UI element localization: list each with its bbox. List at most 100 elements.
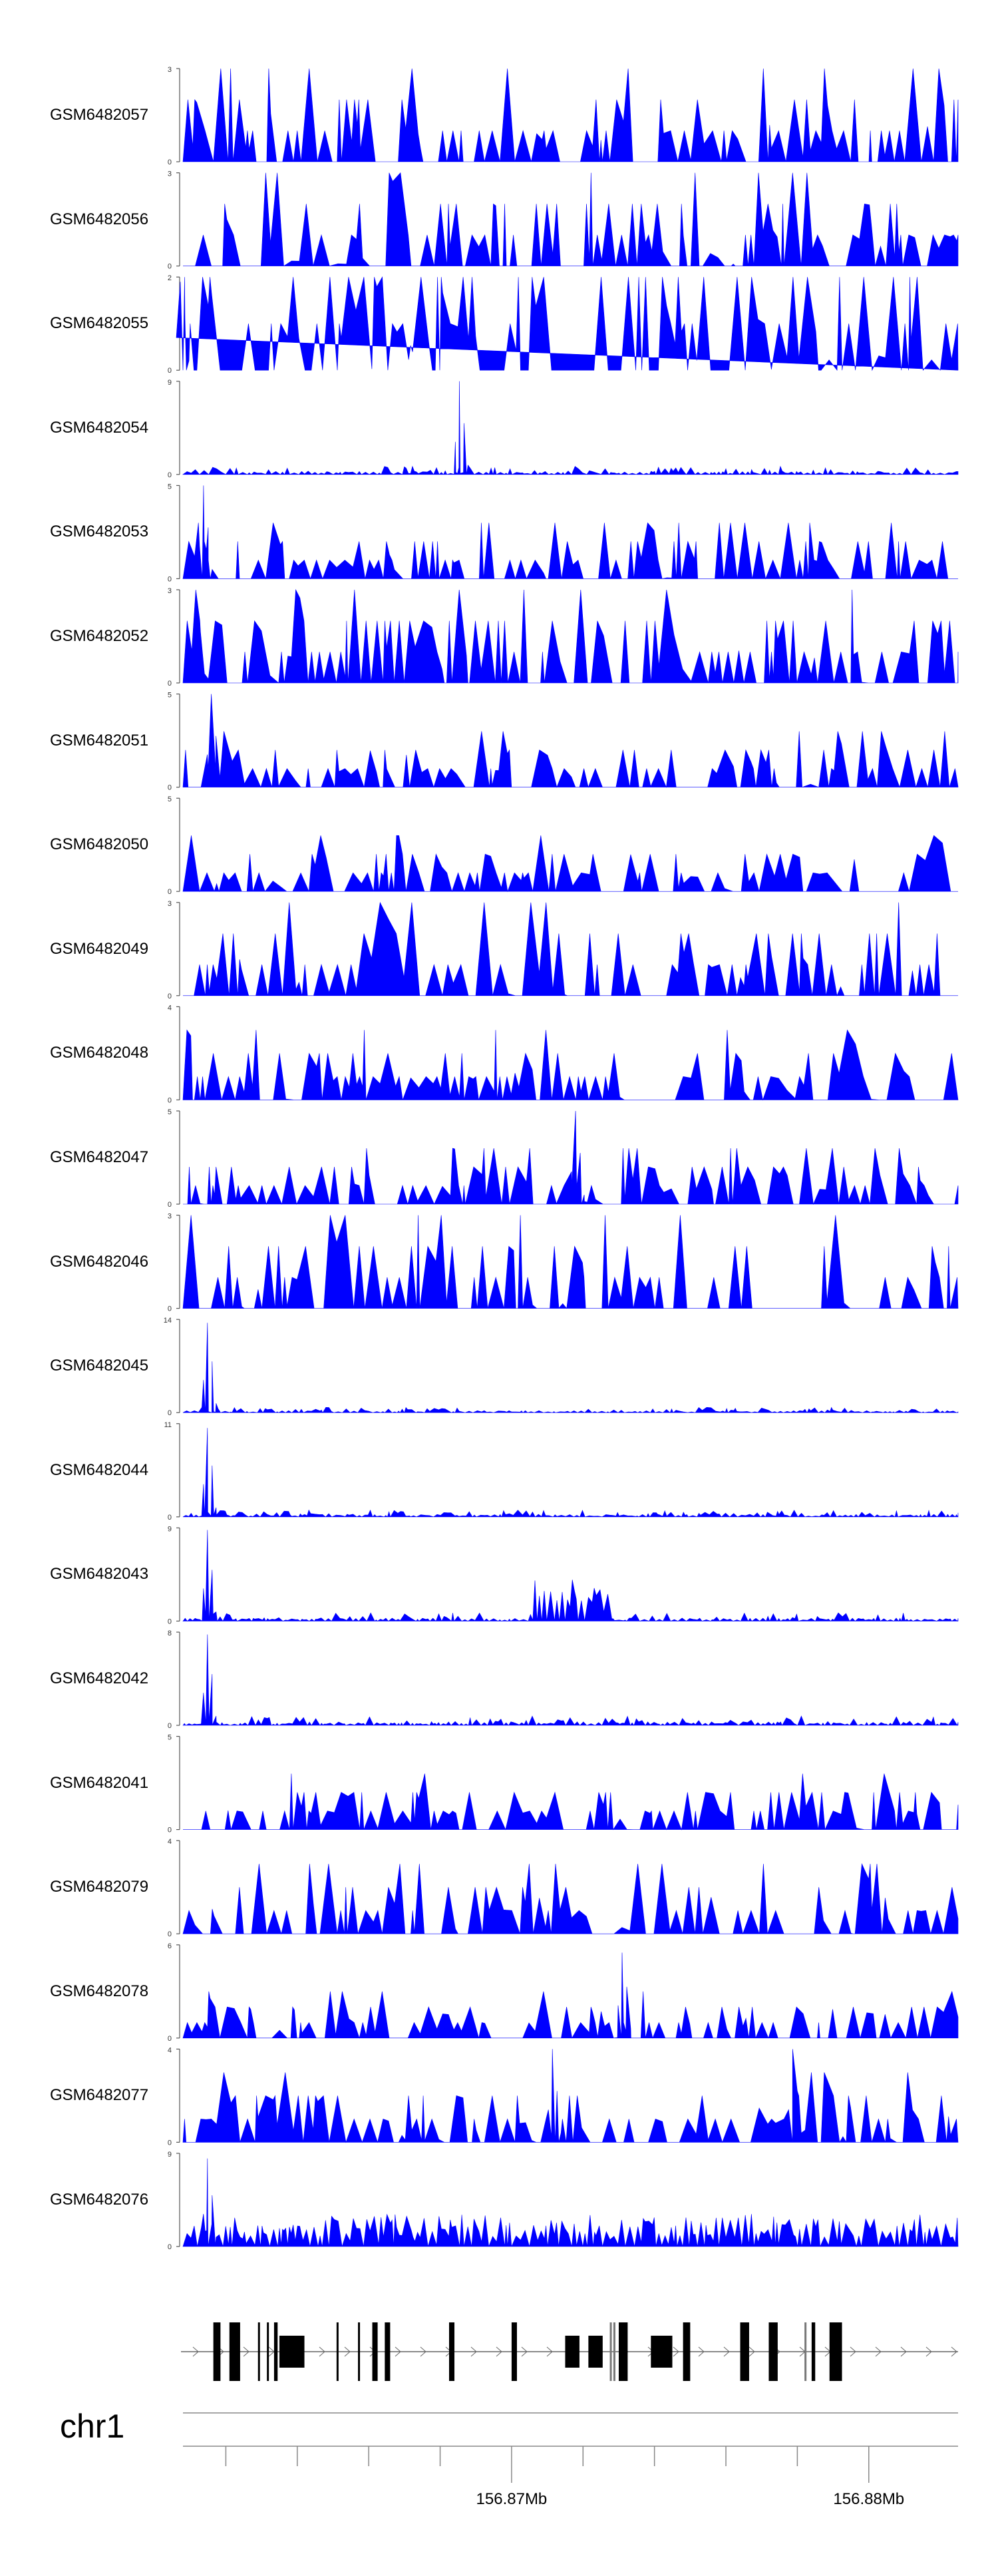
y-tick-label-max: 9 <box>168 1525 172 1533</box>
strand-arrow <box>546 2346 553 2357</box>
track-label-GSM6482079: GSM6482079 <box>50 1878 149 1896</box>
exon-7 <box>358 2322 361 2381</box>
coverage-area-GSM6482045 <box>182 1323 959 1413</box>
exon-15 <box>651 2336 673 2368</box>
y-tick-label-max: 3 <box>168 170 172 178</box>
strand-arrow <box>395 2346 401 2357</box>
coverage-area-GSM6482051 <box>182 694 959 788</box>
track-label-GSM6482041: GSM6482041 <box>50 1773 149 1792</box>
track-GSM6482047: 50 <box>168 1108 959 1209</box>
strand-arrow <box>344 2346 351 2357</box>
strand-arrow <box>673 2346 679 2357</box>
exon-3 <box>267 2322 269 2381</box>
coverage-area-GSM6482049 <box>183 901 958 996</box>
coverage-area-GSM6482057 <box>182 68 959 162</box>
y-tick-label-max: 3 <box>168 66 172 74</box>
track-GSM6482051: 50 <box>168 692 959 792</box>
exon-8 <box>372 2322 378 2381</box>
x-tick-label-0: 156.87Mb <box>476 2490 548 2508</box>
exon-19 <box>811 2322 816 2381</box>
track-GSM6482079: 40 <box>168 1838 959 1938</box>
track-label-GSM6482047: GSM6482047 <box>50 1148 149 1166</box>
track-label-GSM6482042: GSM6482042 <box>50 1669 149 1687</box>
track-GSM6482046: 30 <box>168 1213 959 1313</box>
y-tick-label-max: 8 <box>168 1629 172 1637</box>
chromosome-label: chr1 <box>60 2408 125 2445</box>
track-GSM6482041: 50 <box>168 1734 959 1834</box>
strand-arrow <box>243 2346 250 2357</box>
exon-2 <box>257 2322 260 2381</box>
y-tick-label-zero: 0 <box>168 2035 172 2043</box>
y-tick-label-max: 4 <box>168 1838 172 1846</box>
strand-arrow <box>521 2346 528 2357</box>
y-tick-label-max: 11 <box>164 1421 172 1429</box>
y-tick-label-zero: 0 <box>168 1305 172 1313</box>
coverage-area-GSM6482079 <box>182 1863 959 1935</box>
y-tick-label-zero: 0 <box>168 784 172 792</box>
y-tick-label-max: 3 <box>168 900 172 908</box>
y-tick-label-zero: 0 <box>168 1617 172 1625</box>
track-GSM6482044: 11 0 <box>164 1421 959 1522</box>
track-label-GSM6482057: GSM6482057 <box>50 106 149 124</box>
exon-20 <box>829 2322 842 2381</box>
track-label-GSM6482051: GSM6482051 <box>50 731 149 750</box>
y-tick-label-max: 14 <box>164 1317 172 1325</box>
genome-axis <box>183 2412 958 2483</box>
exon-14 <box>618 2322 628 2381</box>
y-tick-label-zero: 0 <box>168 1930 172 1938</box>
track-label-GSM6482043: GSM6482043 <box>50 1565 149 1584</box>
y-tick-label-max: 2 <box>168 274 172 282</box>
y-tick-label-zero: 0 <box>168 158 172 166</box>
coverage-area-GSM6482041 <box>183 1773 959 1830</box>
track-GSM6482048: 40 <box>168 1004 959 1104</box>
track-GSM6482043: 90 <box>168 1525 959 1625</box>
track-GSM6482045: 14 0 <box>164 1317 959 1417</box>
track-label-GSM6482045: GSM6482045 <box>50 1357 149 1375</box>
track-label-GSM6482077: GSM6482077 <box>50 2086 149 2105</box>
strand-arrow <box>319 2346 325 2357</box>
coverage-area-GSM6482047 <box>183 1110 959 1205</box>
y-tick-label-zero: 0 <box>168 1201 172 1209</box>
y-tick-label-max: 3 <box>168 1213 172 1221</box>
track-GSM6482053: 50 <box>168 483 958 583</box>
exon-marker-2 <box>804 2322 807 2381</box>
exon-6 <box>336 2322 339 2381</box>
coverage-area-GSM6482042 <box>182 1634 959 1726</box>
exon-11 <box>511 2322 517 2381</box>
track-GSM6482076: 90 <box>168 2151 959 2251</box>
y-tick-label-zero: 0 <box>168 471 172 479</box>
coverage-area-GSM6482077 <box>182 2049 959 2143</box>
y-tick-label-zero: 0 <box>168 367 172 375</box>
track-label-GSM6482053: GSM6482053 <box>50 523 149 541</box>
y-tick-label-zero: 0 <box>168 1096 172 1104</box>
exon-18 <box>768 2322 778 2381</box>
track-GSM6482056: 30 <box>168 170 959 271</box>
y-tick-label-zero: 0 <box>168 1826 172 1834</box>
y-tick-label-zero: 0 <box>168 1514 172 1522</box>
exon-9 <box>385 2322 391 2381</box>
exon-16 <box>683 2322 691 2381</box>
track-GSM6482078: 60 <box>168 1942 959 2043</box>
strand-arrow <box>698 2346 705 2357</box>
strand-arrow <box>900 2346 907 2357</box>
y-tick-label-max: 5 <box>168 692 172 700</box>
track-label-GSM6482078: GSM6482078 <box>50 1982 149 2000</box>
y-tick-label-max: 6 <box>168 1942 172 1950</box>
exon-12 <box>565 2336 580 2368</box>
track-label-GSM6482055: GSM6482055 <box>50 314 149 333</box>
gene-model-track <box>181 2322 958 2381</box>
coverage-area-GSM6482048 <box>182 1029 959 1101</box>
track-label-GSM6482054: GSM6482054 <box>50 418 149 437</box>
track-label-GSM6482049: GSM6482049 <box>50 939 149 958</box>
y-tick-label-max: 4 <box>168 2046 172 2054</box>
track-GSM6482055: 20 <box>168 274 959 375</box>
coverage-area-GSM6482076 <box>182 2158 959 2248</box>
strand-arrow <box>420 2346 426 2357</box>
track-label-GSM6482044: GSM6482044 <box>50 1460 149 1479</box>
strand-arrow <box>192 2346 199 2357</box>
coverage-area-GSM6482043 <box>182 1530 959 1622</box>
track-GSM6482057: 30 <box>168 66 959 166</box>
exon-0 <box>213 2322 221 2381</box>
coverage-area-GSM6482056 <box>183 172 959 267</box>
coverage-area-GSM6482052 <box>182 588 959 684</box>
